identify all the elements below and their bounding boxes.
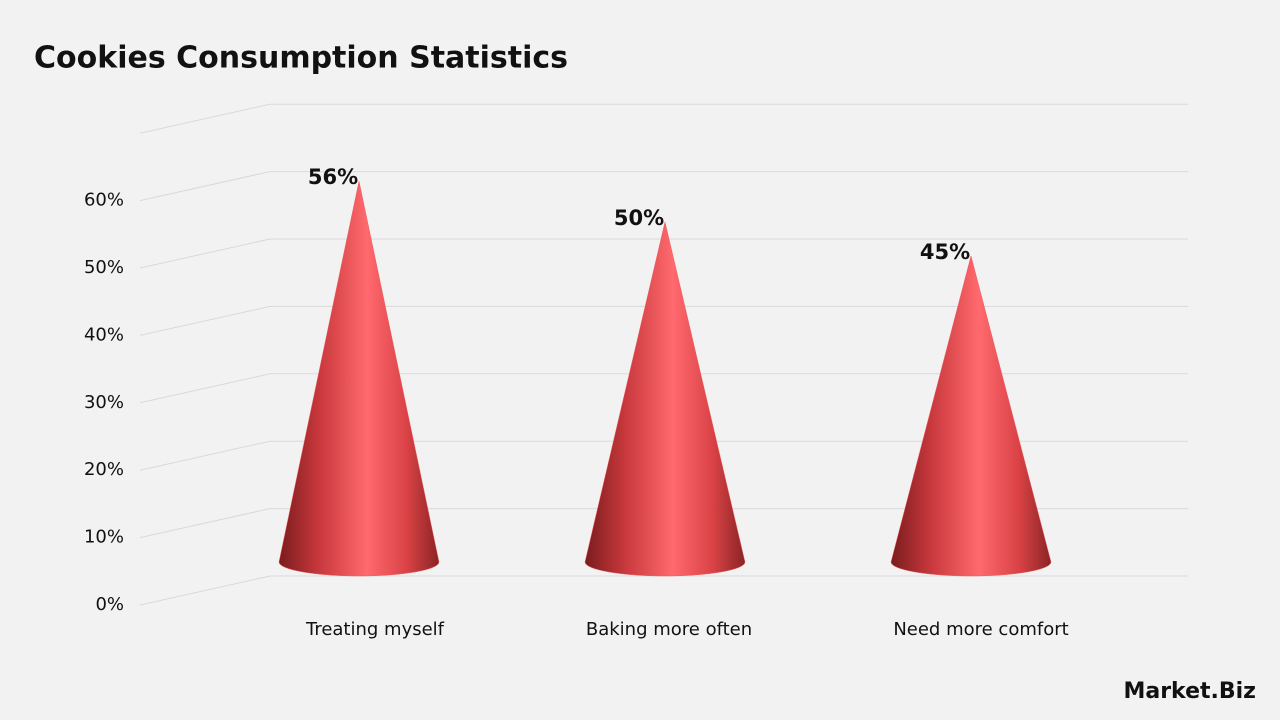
grid-line [139,508,271,539]
cone [890,255,1052,577]
grid-line [139,171,271,202]
value-label: 50% [614,206,664,230]
cone [278,181,440,577]
grid-line [139,373,271,404]
y-tick-label: 30% [84,392,124,413]
cone [584,221,746,577]
brand: Market.Biz [1123,679,1256,704]
chart-title: Cookies Consumption Statistics [34,41,568,76]
grid-line [139,305,271,336]
y-tick-label: 0% [95,594,124,615]
grid-line [139,440,271,471]
x-tick-label: Treating myself [305,619,445,640]
value-label: 45% [920,240,970,264]
grid-line [139,103,271,134]
y-tick-label: 60% [84,190,124,211]
grid-line [139,575,271,606]
value-label: 56% [308,165,358,189]
x-tick-label: Baking more often [586,619,752,640]
grid-line [139,238,271,269]
x-tick-label: Need more comfort [893,619,1068,640]
y-tick-label: 50% [84,257,124,278]
y-tick-label: 20% [84,459,124,480]
y-tick-label: 10% [84,527,124,548]
y-tick-label: 40% [84,324,124,345]
